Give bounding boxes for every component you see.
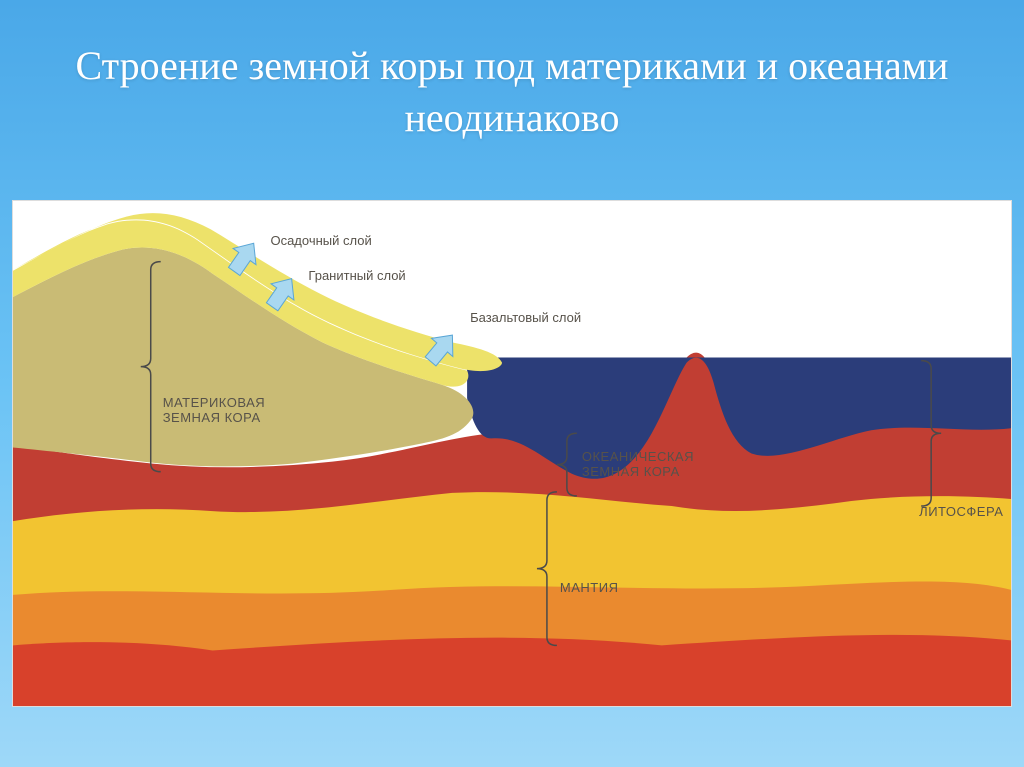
label-continental-line2: ЗЕМНАЯ КОРА: [163, 410, 265, 425]
label-oceanic-crust: ОКЕАНИЧЕСКАЯ ЗЕМНАЯ КОРА: [582, 449, 694, 479]
label-oceanic-line2: ЗЕМНАЯ КОРА: [582, 464, 694, 479]
label-mantle: МАНТИЯ: [560, 580, 619, 595]
label-sediment: Осадочный слой: [270, 233, 371, 248]
diagram-container: Осадочный слой Гранитный слой Базальтовы…: [12, 200, 1012, 707]
label-oceanic-line1: ОКЕАНИЧЕСКАЯ: [582, 449, 694, 464]
label-continental-crust: МАТЕРИКОВАЯ ЗЕМНАЯ КОРА: [163, 395, 265, 425]
crust-diagram: Осадочный слой Гранитный слой Базальтовы…: [13, 201, 1011, 706]
label-lithosphere: ЛИТОСФЕРА: [919, 504, 1003, 519]
label-basalt: Базальтовый слой: [470, 310, 581, 325]
label-granite: Гранитный слой: [308, 268, 405, 283]
label-continental-line1: МАТЕРИКОВАЯ: [163, 395, 265, 410]
layers-svg: [13, 201, 1011, 706]
page-title: Строение земной коры под материками и ок…: [30, 40, 994, 144]
